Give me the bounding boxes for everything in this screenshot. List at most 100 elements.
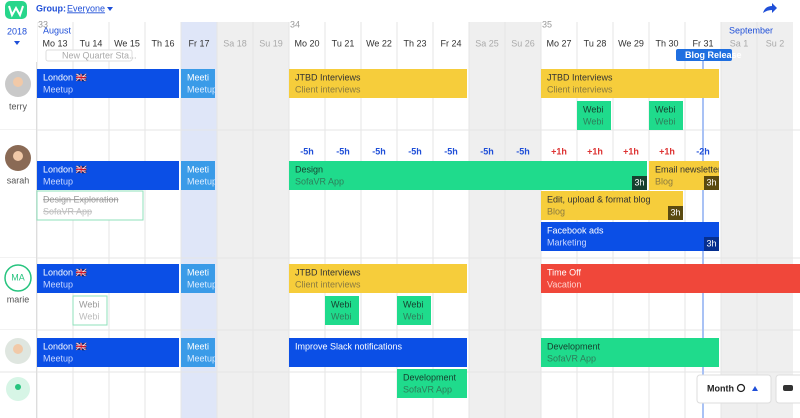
event-box [397,296,431,325]
extra-icon [783,385,793,391]
event-sub: Client interviews [295,84,361,94]
event-text: Facebook ads Marketing [547,225,604,247]
event-text: Development SofaVR App [547,341,601,363]
event-sub: SofaVR App [403,384,452,394]
person-name: terry [9,101,28,111]
event[interactable]: Webi Webi [72,295,108,326]
event[interactable]: Edit, upload & format blog Blog 3h [541,191,683,220]
month-start: August [43,25,72,35]
event[interactable]: London 🇬🇧 Meetup [37,161,179,190]
event-sub: Meetup [43,84,73,94]
event-label: Development [403,372,457,382]
day-label: Fr 24 [440,38,461,48]
event-label: Webi [79,299,99,309]
event-box [541,264,800,293]
event[interactable]: Time Off Vacation [541,264,800,293]
event-text: Meeti Meetup [187,72,215,94]
event[interactable]: Improve Slack notifications [289,338,467,367]
event-text: London 🇬🇧 Meetup [43,267,87,289]
timezone: +1h [587,146,603,156]
event-box [37,161,179,190]
event[interactable]: Design Exploration SofaVR App [36,190,144,221]
event[interactable]: JTBD Interviews Client interviews [541,69,719,98]
day-label: Mo 27 [546,38,571,48]
event[interactable]: JTBD Interviews Client interviews [289,264,467,293]
event-label: JTBD Interviews [547,72,613,82]
day-label: Sa 25 [475,38,499,48]
view-switch[interactable] [696,374,772,404]
event[interactable]: Facebook ads Marketing 3h [541,222,719,251]
group-value[interactable]: Everyone [67,3,105,13]
event-sub: Client interviews [295,279,361,289]
day-column [253,22,289,418]
event-box [289,161,647,190]
event[interactable]: London 🇬🇧 Meetup [37,338,179,367]
event[interactable]: London 🇬🇧 Meetup [37,69,179,98]
event-label: Design [295,164,323,174]
badge-text: 3h [706,177,716,187]
event-label: Email newsletter [655,164,721,174]
dropdown-arrow [107,7,113,11]
logo-w [8,5,24,18]
badge [632,176,647,190]
event-label: Time Off [547,267,582,277]
event-text: Improve Slack notifications [295,341,403,351]
week-number: 34 [290,19,300,29]
event[interactable]: Development SofaVR App [397,369,467,398]
event-box [181,264,215,293]
timezone: +1h [551,146,567,156]
event-label: Facebook ads [547,225,604,235]
event[interactable]: Webi Webi [577,101,611,130]
milestone [676,49,732,61]
event[interactable]: Meeti Meetup [181,69,217,98]
event[interactable]: Design SofaVR App 3h [289,161,647,190]
timezone: -5h [516,146,530,156]
day-column [217,22,253,418]
event-label: Webi [403,299,423,309]
event-box [181,338,215,367]
timezone: -5h [336,146,350,156]
timezone: -5h [408,146,422,156]
event-text: JTBD Interviews Client interviews [295,72,361,94]
event-box [541,191,683,220]
event[interactable]: Webi Webi [649,101,683,130]
event-sub: Client interviews [547,84,613,94]
event-label: Webi [583,104,603,114]
event[interactable]: Webi Webi [397,296,431,325]
event-text: Meeti Meetup [187,341,217,363]
day-label: Tu 28 [584,38,607,48]
event-sub: Meetup [187,279,217,289]
day-label: Th 30 [655,38,678,48]
event-box [541,69,719,98]
event-text: Design Exploration SofaVR App [43,194,119,216]
day-label: Su 19 [259,38,283,48]
share-icon[interactable] [763,3,777,13]
event[interactable]: Meeti Meetup [181,161,217,190]
event[interactable]: Webi Webi [325,296,359,325]
event-label: Edit, upload & format blog [547,194,651,204]
event-text: London 🇬🇧 Meetup [43,72,87,94]
event[interactable]: Meeti Meetup [181,338,217,367]
event-text: Design SofaVR App [295,164,344,186]
group-label: Group: [36,3,66,13]
event-box [36,190,144,221]
event-label: JTBD Interviews [295,267,361,277]
badge [668,206,683,220]
badge [704,237,719,251]
event[interactable]: Email newsletter Blog 3h [649,161,721,190]
avatar-face [13,77,23,87]
event-sub: Meetup [187,353,217,363]
event-sub: Meetup [187,176,217,186]
event-label: London 🇬🇧 [43,164,87,174]
event[interactable]: Meeti Meetup [181,264,217,293]
timezone: -5h [300,146,314,156]
day-column [721,22,757,418]
event[interactable]: Development SofaVR App [541,338,719,367]
avatar-face [13,151,23,161]
event-box [181,161,215,190]
event[interactable]: London 🇬🇧 Meetup [37,264,179,293]
day-label: Sa 1 [730,38,749,48]
milestone-label: Blog Release [685,50,742,60]
event[interactable]: JTBD Interviews Client interviews [289,69,467,98]
event-box [577,101,611,130]
